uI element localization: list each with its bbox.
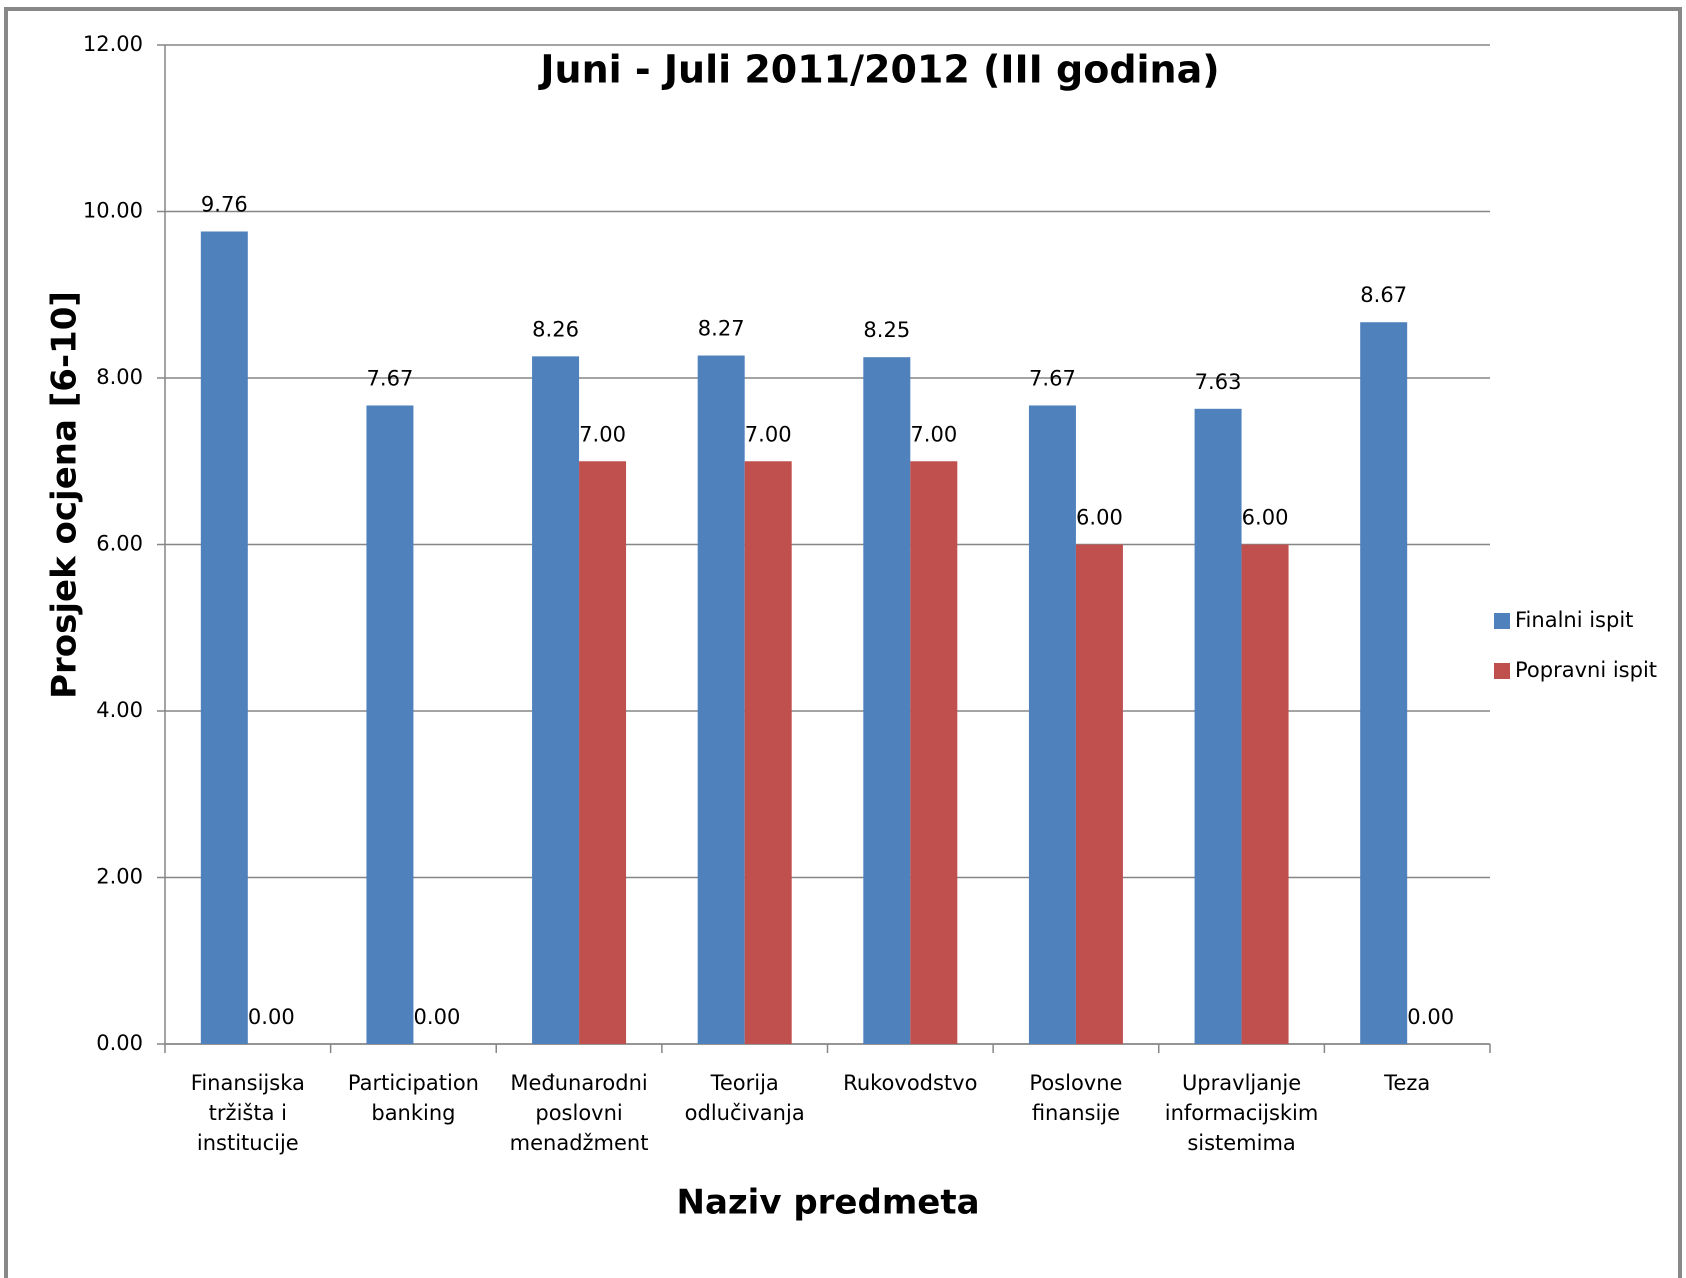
y-axis-title: Prosjek ocjena [6-10] <box>45 291 85 699</box>
y-tick-label: 6.00 <box>96 532 143 556</box>
y-tick-label: 2.00 <box>96 865 143 889</box>
x-tick-label: Teza <box>1383 1071 1430 1095</box>
data-label: 6.00 <box>1242 506 1289 530</box>
data-label: 8.27 <box>698 317 745 341</box>
y-tick-label: 12.00 <box>83 32 143 56</box>
data-label: 7.67 <box>367 366 414 390</box>
bar <box>579 461 627 1044</box>
bar <box>1075 544 1123 1044</box>
data-label: 0.00 <box>248 1005 295 1029</box>
x-tick-label: Poslovne finansije <box>1029 1071 1122 1125</box>
bar <box>744 461 792 1044</box>
x-tick-label: Participation banking <box>348 1071 479 1125</box>
data-label: 7.00 <box>910 422 957 446</box>
bar <box>910 461 958 1044</box>
legend-label: Popravni ispit <box>1515 658 1657 682</box>
x-tick-label: Finansijska tržišta i institucije <box>191 1071 305 1155</box>
data-label: 8.25 <box>863 318 910 342</box>
bar <box>200 231 248 1045</box>
data-label: 7.63 <box>1195 370 1242 394</box>
data-label: 7.00 <box>579 422 626 446</box>
data-label: 0.00 <box>414 1005 461 1029</box>
x-tick-label: Međunarodni poslovni menadžment <box>510 1071 649 1155</box>
legend-label: Finalni ispit <box>1515 608 1633 632</box>
data-label: 8.26 <box>532 317 579 341</box>
bar <box>1360 322 1408 1044</box>
bar <box>532 356 580 1045</box>
bar <box>1194 408 1242 1044</box>
x-axis-title: Naziv predmeta <box>676 1183 979 1223</box>
legend-swatch <box>1494 613 1510 629</box>
data-label: 9.76 <box>201 192 248 216</box>
x-tick-label: Upravljanje informacijskim sistemima <box>1165 1071 1319 1155</box>
x-tick-label: Teorija odlučivanja <box>685 1071 805 1125</box>
bar <box>366 405 414 1044</box>
y-tick-label: 4.00 <box>96 698 143 722</box>
y-tick-label: 10.00 <box>83 199 143 223</box>
bar <box>863 357 911 1044</box>
data-label: 0.00 <box>1407 1005 1454 1029</box>
y-tick-label: 0.00 <box>96 1031 143 1055</box>
y-tick-label: 8.00 <box>96 365 143 389</box>
data-label: 7.00 <box>745 422 792 446</box>
chart-title: Juni - Juli 2011/2012 (III godina) <box>537 48 1219 92</box>
x-tick-label: Rukovodstvo <box>843 1071 977 1095</box>
data-label: 6.00 <box>1076 506 1123 530</box>
chart-border <box>4 7 1682 1278</box>
bar <box>697 355 745 1045</box>
legend-swatch <box>1494 663 1510 679</box>
bar <box>1241 544 1289 1044</box>
data-label: 8.67 <box>1360 283 1407 307</box>
data-label: 7.67 <box>1029 366 1076 390</box>
bar <box>1028 405 1076 1044</box>
